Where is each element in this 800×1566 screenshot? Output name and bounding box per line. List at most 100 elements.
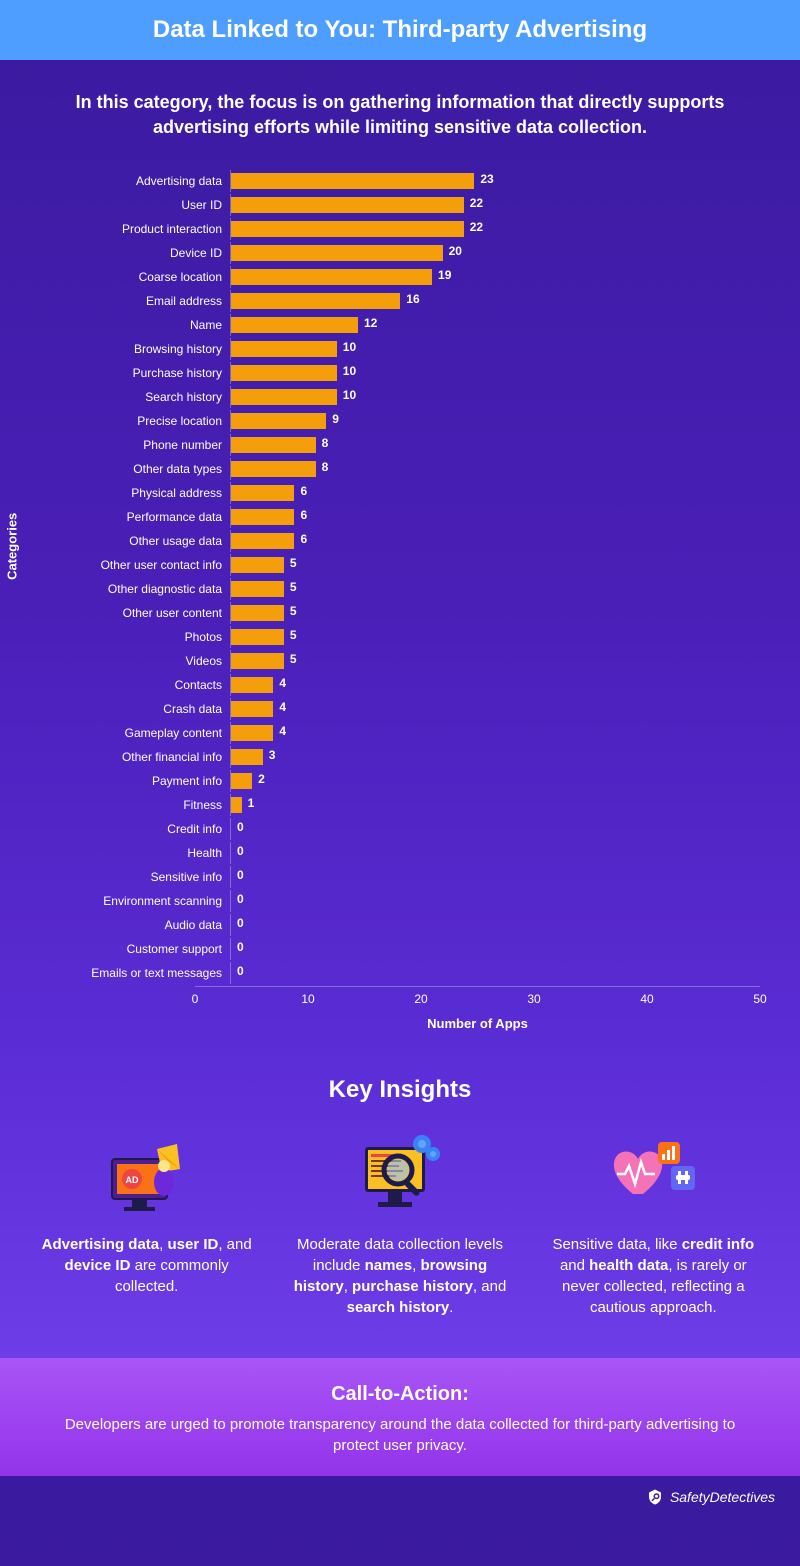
bar-label: Credit info [75, 822, 230, 836]
bar-value: 8 [322, 436, 329, 450]
bar-row: Emails or text messages 0 [75, 962, 760, 984]
bar-container: 22 [230, 218, 760, 240]
bar-label: Sensitive info [75, 870, 230, 884]
bar-container: 5 [230, 650, 760, 672]
bar-row: Credit info 0 [75, 818, 760, 840]
bar-label: Other data types [75, 462, 230, 476]
bar-value: 0 [237, 892, 244, 906]
bar [231, 317, 358, 333]
bar [231, 701, 273, 717]
bar-value: 0 [237, 916, 244, 930]
bar-row: Customer support0 [75, 938, 760, 960]
bar [231, 485, 294, 501]
bar-label: Name [75, 318, 230, 332]
bar-container: 0 [230, 914, 760, 936]
bar [231, 509, 294, 525]
bar-label: Other financial info [75, 750, 230, 764]
bar-row: Health0 [75, 842, 760, 864]
bar [231, 221, 464, 237]
x-tick: 20 [414, 992, 427, 1006]
bar [231, 341, 337, 357]
bar-container: 0 [230, 962, 760, 984]
brand-icon [646, 1488, 664, 1506]
bar-value: 2 [258, 772, 265, 786]
bar-row: Physical address 6 [75, 482, 760, 504]
bar-container: 0 [230, 866, 760, 888]
page-title: Data Linked to You: Third-party Advertis… [153, 16, 647, 43]
bar-value: 0 [237, 820, 244, 834]
bar [231, 461, 316, 477]
bar [231, 533, 294, 549]
bar [231, 629, 284, 645]
bar-value: 5 [290, 580, 297, 594]
advertising-icon: AD [40, 1129, 253, 1219]
bar-container: 5 [230, 602, 760, 624]
bar-label: Emails or text messages [75, 966, 230, 980]
bar-label: Purchase history [75, 366, 230, 380]
bar-value: 22 [470, 220, 483, 234]
bar-container: 5 [230, 626, 760, 648]
bar-container: 23 [230, 170, 760, 192]
bar-container: 2 [230, 770, 760, 792]
bar-value: 4 [279, 724, 286, 738]
bar-value: 10 [343, 340, 356, 354]
bar-value: 4 [279, 700, 286, 714]
bar-container: 5 [230, 554, 760, 576]
bar-label: Photos [75, 630, 230, 644]
insight-card-2: Moderate data collection levels include … [283, 1129, 516, 1318]
bar-value: 3 [269, 748, 276, 762]
search-history-icon [293, 1129, 506, 1219]
bar-container: 8 [230, 458, 760, 480]
bar-value: 10 [343, 364, 356, 378]
bar-label: Precise location [75, 414, 230, 428]
bar-container: 0 [230, 890, 760, 912]
bar [231, 413, 326, 429]
bar-container: 10 [230, 386, 760, 408]
bar-row: Fitness1 [75, 794, 760, 816]
bar [231, 653, 284, 669]
bar-row: Videos5 [75, 650, 760, 672]
bar-label: Coarse location [75, 270, 230, 284]
bar-label: Performance data [75, 510, 230, 524]
bar-value: 22 [470, 196, 483, 210]
bar-value: 12 [364, 316, 377, 330]
bar-container: 22 [230, 194, 760, 216]
bar-row: Performance data6 [75, 506, 760, 528]
bar-row: Purchase history 10 [75, 362, 760, 384]
bar-label: Physical address [75, 486, 230, 500]
bar-value: 6 [300, 484, 307, 498]
bar-container: 10 [230, 338, 760, 360]
bar-label: Other diagnostic data [75, 582, 230, 596]
bar-row: Contacts4 [75, 674, 760, 696]
bar-value: 8 [322, 460, 329, 474]
bar-value: 0 [237, 868, 244, 882]
bar [231, 173, 474, 189]
bar-row: Phone number 8 [75, 434, 760, 456]
insights-title: Key Insights [30, 1076, 770, 1104]
bar-row: Payment info 2 [75, 770, 760, 792]
health-finance-icon [547, 1129, 760, 1219]
bar-row: Photos5 [75, 626, 760, 648]
bar-value: 0 [237, 964, 244, 978]
x-tick: 50 [753, 992, 766, 1006]
bar-row: Advertising data23 [75, 170, 760, 192]
bar-container: 1 [230, 794, 760, 816]
bar-label: Customer support [75, 942, 230, 956]
bar-row: Other data types 8 [75, 458, 760, 480]
bar-value: 5 [290, 652, 297, 666]
bar-label: Device ID [75, 246, 230, 260]
footer: SafetyDetectives [0, 1476, 800, 1518]
bar-row: Device ID20 [75, 242, 760, 264]
bar-label: Browsing history [75, 342, 230, 356]
bar-label: User ID [75, 198, 230, 212]
bar-row: Other usage data6 [75, 530, 760, 552]
bar-value: 4 [279, 676, 286, 690]
bar-row: Coarse location19 [75, 266, 760, 288]
bar-label: Payment info [75, 774, 230, 788]
svg-text:AD: AD [125, 1175, 138, 1185]
insight-text-3: Sensitive data, like credit info and hea… [547, 1234, 760, 1318]
bar-label: Phone number [75, 438, 230, 452]
cta-title: Call-to-Action: [60, 1383, 740, 1406]
page-title-bar: Data Linked to You: Third-party Advertis… [0, 0, 800, 60]
bar-container: 10 [230, 362, 760, 384]
